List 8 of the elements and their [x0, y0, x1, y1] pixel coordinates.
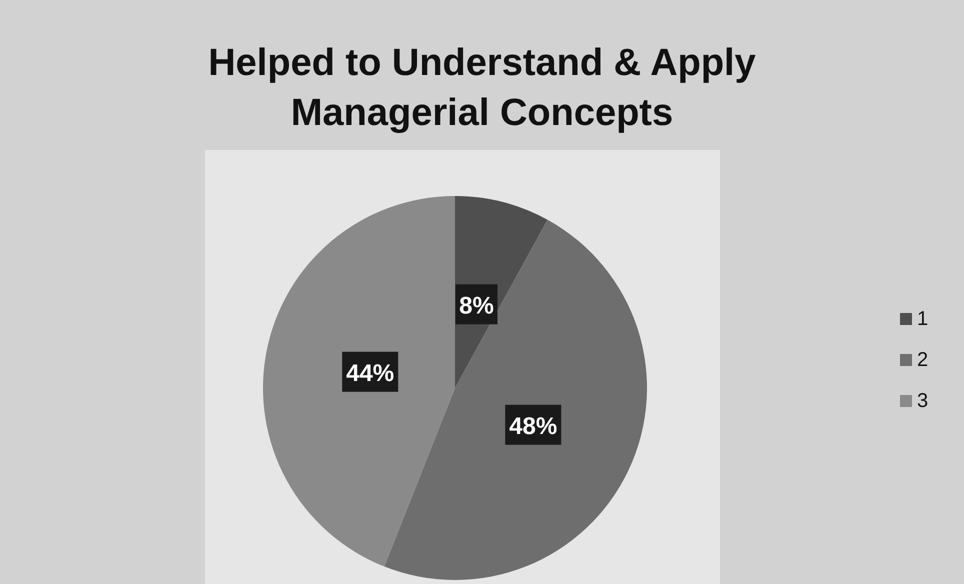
- data-label: 8%: [459, 292, 494, 320]
- data-label: 48%: [509, 412, 558, 440]
- legend-label: 1: [917, 308, 928, 330]
- pie-slice: [263, 196, 455, 567]
- data-label: 44%: [346, 360, 394, 387]
- legend-label: 2: [917, 349, 928, 371]
- chart-title: Helped to Understand & Apply Managerial Concepts: [208, 42, 756, 134]
- legend-label: 3: [917, 390, 928, 412]
